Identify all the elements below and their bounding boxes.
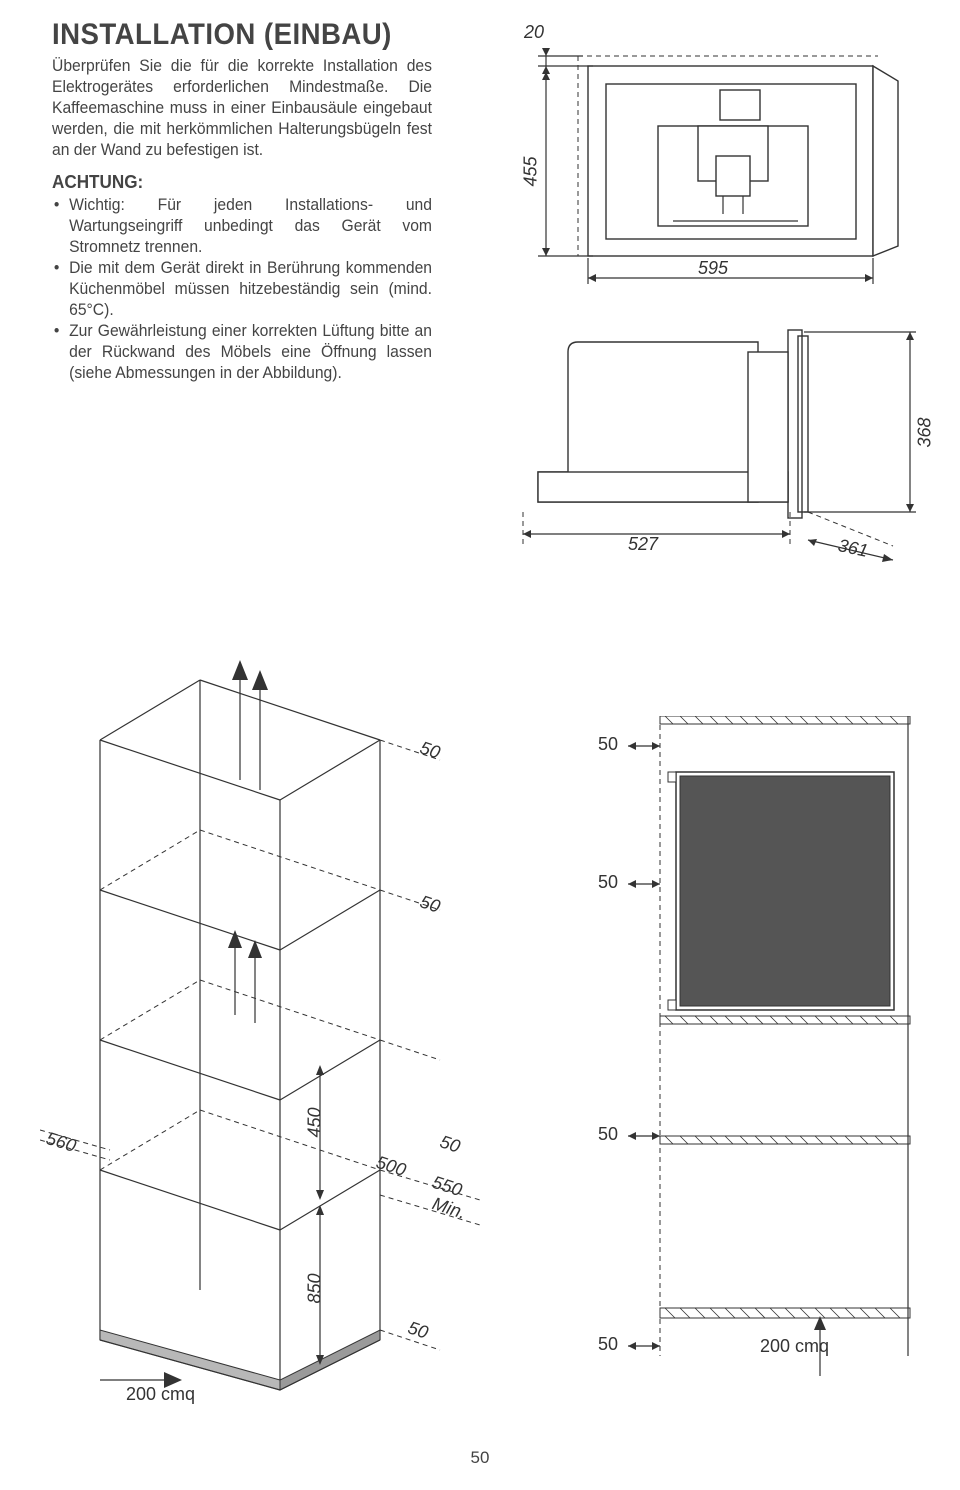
dim-50-r3: 50 [598,1124,618,1145]
vent-section-diagram: 50 50 50 50 200 cmq [570,716,940,1406]
dim-595: 595 [698,258,728,279]
dim-368: 368 [915,417,936,447]
dim-50-r2: 50 [598,872,618,893]
list-item: Wichtig: Für jeden Installations- und Wa… [52,195,432,258]
warning-heading: ACHTUNG: [52,172,432,193]
page-number: 50 [471,1448,490,1468]
dim-50-r4: 50 [598,1334,618,1355]
dim-850: 850 [305,1273,326,1303]
dim-20: 20 [524,22,544,43]
list-item: Zur Gewährleistung einer korrekten Lüftu… [52,321,432,384]
text-column: Überprüfen Sie die für die korrekte Inst… [52,56,452,385]
list-item: Die mit dem Gerät direkt in Berührung ko… [52,258,432,321]
dim-cmq-right: 200 cmq [760,1336,829,1357]
front-view-diagram: 20 455 595 [498,26,918,296]
dim-50-r1: 50 [598,734,618,755]
dim-527: 527 [628,534,658,555]
dim-450: 450 [305,1107,326,1137]
warning-list: Wichtig: Für jeden Installations- und Wa… [52,195,452,385]
dim-455: 455 [521,156,542,186]
dim-cmq-left: 200 cmq [126,1384,195,1405]
intro-paragraph: Überprüfen Sie die für die korrekte Inst… [52,56,432,162]
cabinet-iso-diagram: 560 50 50 450 500 50 550 Min. 850 50 200… [40,640,520,1410]
side-view-diagram: 527 361 368 [498,312,928,572]
